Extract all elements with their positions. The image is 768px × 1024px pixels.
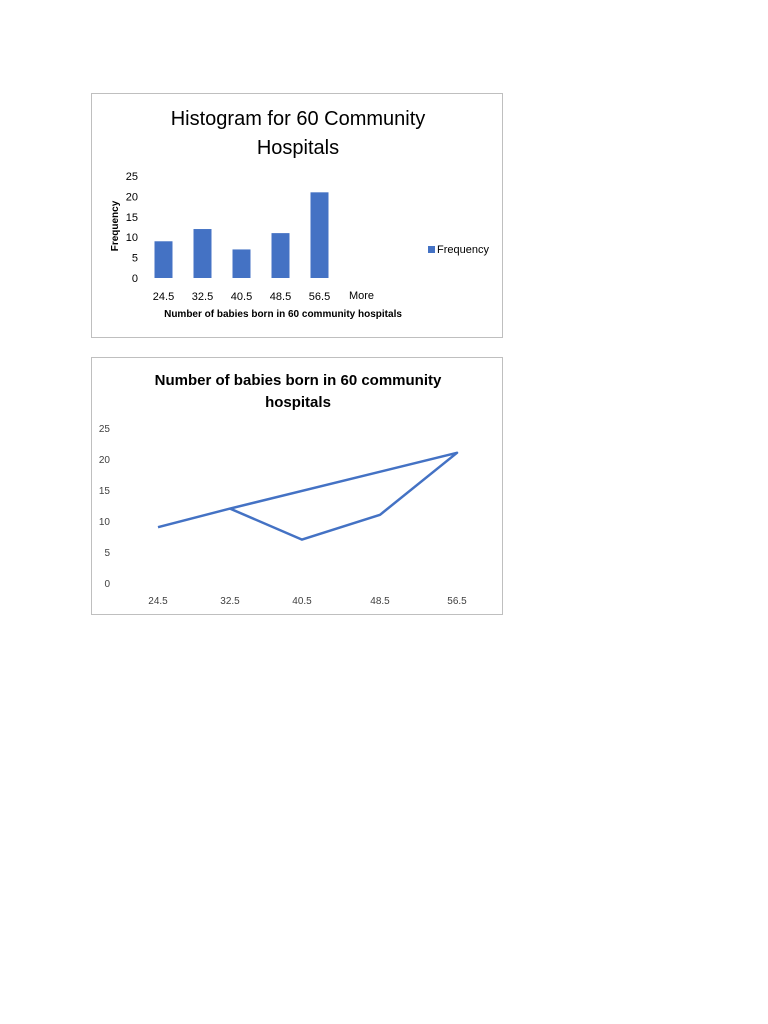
histogram-bar — [232, 249, 251, 278]
y-tick-label: 20 — [126, 191, 138, 203]
y-tick-label: 10 — [99, 517, 111, 528]
histogram-bar — [271, 233, 290, 278]
histogram-chart: Histogram for 60 Community Hospitals Fre… — [91, 93, 503, 338]
legend-swatch — [428, 246, 435, 253]
histogram-bar — [310, 192, 329, 278]
x-tick-label: 48.5 — [370, 596, 390, 607]
y-axis-label: Frequency — [110, 200, 121, 251]
y-tick-label: 15 — [99, 486, 111, 497]
x-tick-label: 32.5 — [192, 291, 213, 303]
x-tick-label: 56.5 — [447, 596, 467, 607]
histogram-bar — [154, 241, 173, 278]
y-tick-label: 0 — [132, 273, 138, 285]
x-tick-label: 24.5 — [148, 596, 168, 607]
line-chart: Number of babies born in 60 community ho… — [91, 357, 503, 615]
chart-title-line-2: hospitals — [265, 394, 331, 411]
x-tick-label: More — [349, 290, 374, 302]
x-tick-label: 40.5 — [292, 596, 312, 607]
x-tick-label: 40.5 — [231, 291, 252, 303]
y-tick-label: 10 — [126, 232, 138, 244]
x-tick-label: 24.5 — [153, 291, 174, 303]
legend-label: Frequency — [437, 244, 489, 256]
y-tick-label: 5 — [132, 253, 138, 265]
y-tick-label: 25 — [126, 171, 138, 183]
y-tick-label: 20 — [99, 455, 111, 466]
y-tick-label: 25 — [99, 424, 111, 435]
histogram-svg: Histogram for 60 Community Hospitals Fre… — [110, 108, 489, 320]
x-tick-label: 56.5 — [309, 291, 330, 303]
x-tick-label: 48.5 — [270, 291, 291, 303]
x-tick-label: 32.5 — [220, 596, 240, 607]
chart-title-line-1: Histogram for 60 Community — [171, 108, 426, 130]
x-axis-label: Number of babies born in 60 community ho… — [164, 309, 402, 320]
y-tick-label: 5 — [104, 548, 110, 559]
histogram-bar — [193, 229, 212, 278]
chart-title-line-1: Number of babies born in 60 community — [155, 372, 442, 389]
line-chart-svg: Number of babies born in 60 community ho… — [99, 372, 467, 607]
y-tick-label: 15 — [126, 212, 138, 224]
chart-title-line-2: Hospitals — [257, 137, 339, 159]
series-line — [157, 451, 459, 541]
y-tick-label: 0 — [104, 579, 110, 590]
